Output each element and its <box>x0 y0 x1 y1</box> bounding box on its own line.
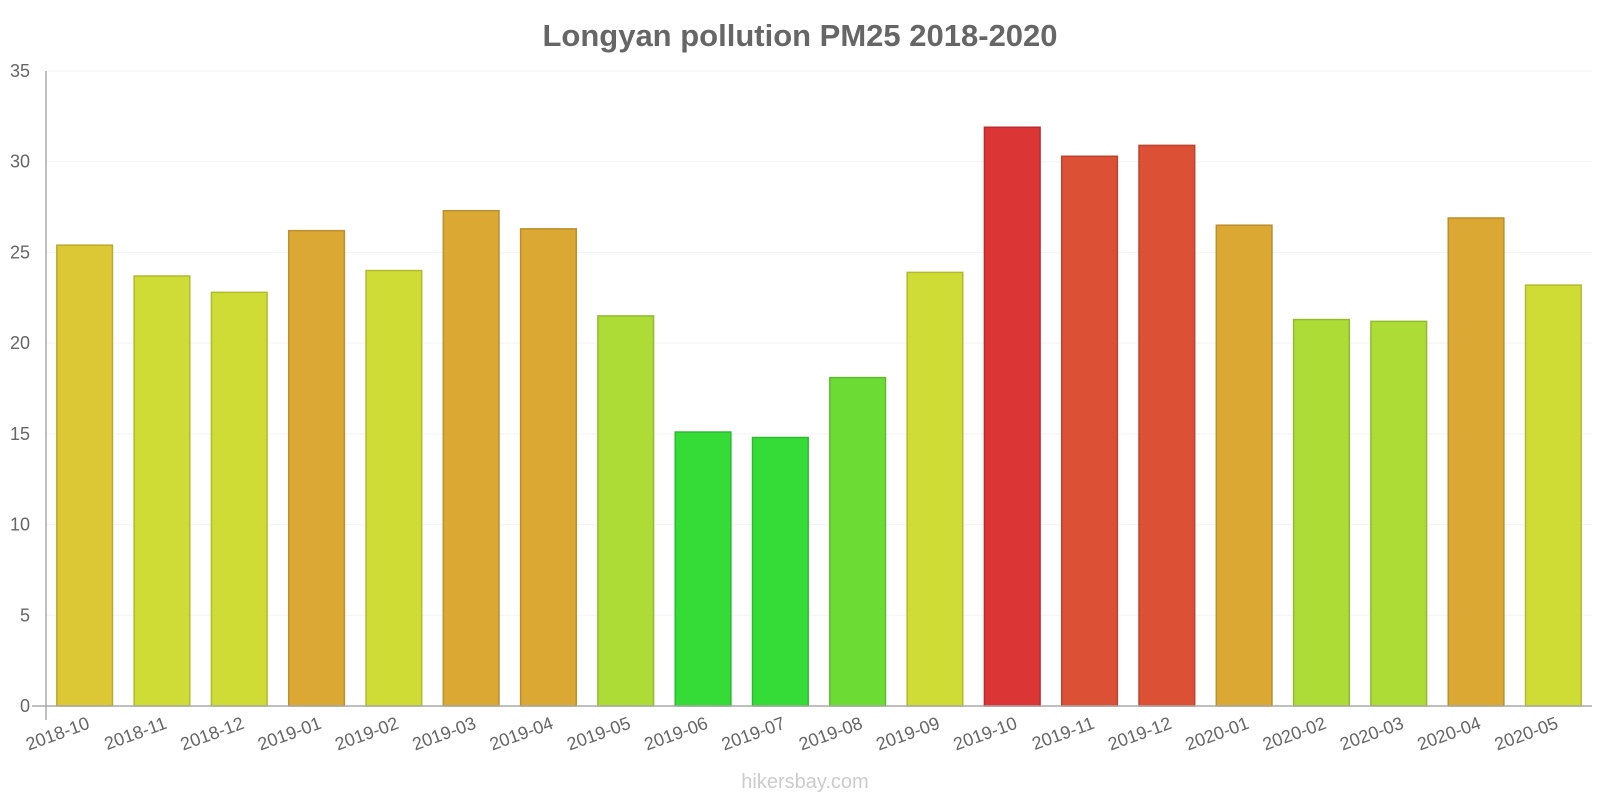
x-tick-label: 2019-03 <box>410 713 479 754</box>
bar-2018-10[interactable] <box>56 244 114 707</box>
x-tick-label: 2019-12 <box>1105 713 1174 754</box>
axes <box>32 71 1592 720</box>
x-tick-label: 2019-01 <box>255 713 324 754</box>
x-tick-label: 2019-04 <box>487 713 556 754</box>
x-tick-label: 2019-07 <box>719 713 788 754</box>
x-tick-label: 2020-03 <box>1337 713 1406 754</box>
x-tick-label: 2020-05 <box>1492 713 1561 754</box>
bars <box>56 126 1582 707</box>
bar-2020-02[interactable] <box>1292 318 1351 707</box>
bar-2019-01[interactable] <box>287 229 346 707</box>
bar-2019-05[interactable] <box>597 315 655 707</box>
bar-2019-10[interactable] <box>983 126 1041 707</box>
bar-2019-03[interactable] <box>442 209 500 707</box>
x-tick-label: 2019-09 <box>873 713 942 754</box>
x-tick-label: 2019-10 <box>951 713 1020 754</box>
chart-title: Longyan pollution PM25 2018-2020 <box>542 18 1057 53</box>
y-tick-labels: 0 5 10 15 20 25 30 35 <box>10 61 30 716</box>
bar-2020-01[interactable] <box>1215 224 1273 707</box>
x-tick-label: 2018-12 <box>178 713 247 754</box>
y-tick-label: 5 <box>20 605 30 625</box>
bar-2018-11[interactable] <box>133 275 191 707</box>
x-tick-label: 2019-05 <box>564 713 633 754</box>
y-tick-label: 35 <box>10 61 30 81</box>
x-tick-label: 2020-02 <box>1260 713 1329 754</box>
x-tick-label: 2018-11 <box>102 713 170 754</box>
y-tick-label: 25 <box>10 242 30 262</box>
x-tick-label: 2020-04 <box>1414 713 1483 754</box>
bar-2019-04[interactable] <box>519 228 578 707</box>
bar-2019-11[interactable] <box>1060 155 1119 707</box>
y-tick-label: 0 <box>20 696 30 716</box>
bar-2019-07[interactable] <box>751 436 809 707</box>
y-tick-label: 20 <box>10 333 30 353</box>
x-tick-label: 2019-08 <box>796 713 865 754</box>
gridlines <box>46 70 1592 616</box>
y-tick-label: 10 <box>10 515 30 535</box>
y-tick-label: 30 <box>10 152 30 172</box>
x-tick-label: 2019-06 <box>641 713 710 754</box>
bar-2019-02[interactable] <box>365 269 423 707</box>
bar-2019-09[interactable] <box>906 271 964 707</box>
x-tick-label: 2019-02 <box>332 713 401 754</box>
bar-2018-12[interactable] <box>210 291 268 707</box>
bar-2019-12[interactable] <box>1138 144 1196 707</box>
bar-2019-08[interactable] <box>829 376 887 707</box>
x-tick-labels: 2018-10 2018-11 2018-12 2019-01 2019-02 2019-… <box>23 713 1561 754</box>
watermark: hikersbay.com <box>741 771 868 793</box>
bar-2019-06[interactable] <box>674 431 732 707</box>
bar-2020-04[interactable] <box>1447 217 1505 707</box>
bar-2020-05[interactable] <box>1524 284 1582 707</box>
x-tick-label: 2020-01 <box>1183 713 1252 754</box>
bar-2020-03[interactable] <box>1370 320 1428 707</box>
y-tick-label: 15 <box>10 424 30 444</box>
x-tick-label: 2019-11 <box>1029 713 1097 754</box>
x-tick-label: 2018-10 <box>23 713 92 754</box>
